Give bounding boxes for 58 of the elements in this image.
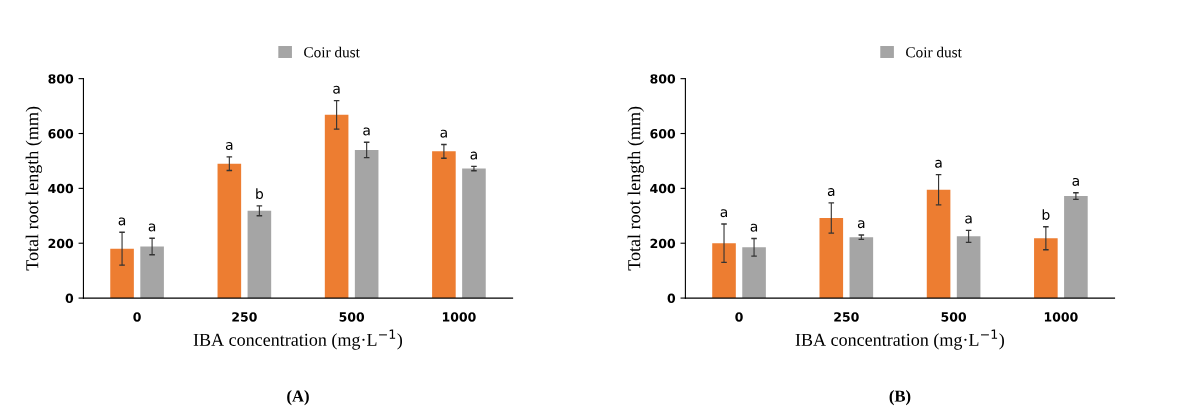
annotation: a	[827, 188, 835, 197]
x-tick-label: 1000	[442, 312, 476, 322]
annotation: a	[470, 151, 477, 160]
x-tick-label: 0	[735, 312, 743, 322]
bar	[324, 114, 349, 299]
bar	[354, 149, 379, 299]
legend-label: Coir dust	[304, 46, 360, 58]
x-tick-label: 500	[339, 312, 365, 322]
bar	[247, 210, 272, 299]
bar	[140, 246, 164, 299]
y-tick-label: 200	[48, 238, 74, 249]
bar	[217, 163, 242, 299]
annotation: a	[440, 129, 447, 138]
bar	[819, 217, 844, 299]
text: (B)	[889, 390, 911, 406]
annotation: a	[720, 209, 728, 218]
y-axis-title: Total root length (mm)	[627, 106, 645, 271]
bar	[1034, 238, 1058, 299]
x-tick-label: 500	[941, 312, 967, 322]
annotation: b	[1042, 209, 1050, 220]
text: (A)	[287, 390, 309, 406]
annotation: a	[965, 215, 972, 224]
x-axis-title: IBA concentration (mg·L$^{−1}$)	[193, 329, 403, 350]
annotation: a	[750, 223, 758, 232]
x-tick-label: 0	[133, 312, 141, 322]
y-tick-label: 400	[48, 183, 74, 194]
y-tick-label: 200	[650, 238, 676, 249]
bar	[432, 151, 456, 299]
annotation: a	[148, 223, 156, 232]
y-tick-label: 600	[650, 128, 676, 139]
bar	[849, 237, 874, 299]
x-tick-label: 1000	[1044, 312, 1078, 322]
annotation: a	[857, 220, 865, 229]
bar	[742, 247, 766, 299]
y-tick-label: 0	[667, 293, 676, 304]
y-tick-label: 600	[48, 128, 74, 139]
legend-label: Coir dust	[906, 46, 962, 58]
x-tick-label: 250	[834, 312, 859, 322]
y-tick-label: 400	[650, 183, 676, 194]
y-axis-title: Total root length (mm)	[25, 106, 43, 271]
y-tick-label: 0	[65, 293, 74, 304]
bar	[110, 248, 134, 299]
x-tick-label: 250	[232, 312, 257, 322]
annotation: a	[333, 85, 340, 94]
annotation: a	[363, 127, 370, 136]
bar	[926, 189, 951, 299]
bar	[956, 236, 981, 299]
bar	[712, 243, 736, 299]
bar	[1064, 196, 1088, 299]
x-axis-title: IBA concentration (mg·L$^{−1}$)	[795, 329, 1004, 350]
annotation: b	[256, 188, 264, 200]
annotation: a	[118, 217, 126, 226]
annotation: a	[935, 159, 942, 168]
bar	[462, 168, 486, 299]
annotation: a	[1072, 177, 1079, 186]
annotation: a	[225, 142, 233, 150]
y-tick-label: 800	[650, 74, 676, 84]
y-tick-label: 800	[48, 74, 74, 84]
